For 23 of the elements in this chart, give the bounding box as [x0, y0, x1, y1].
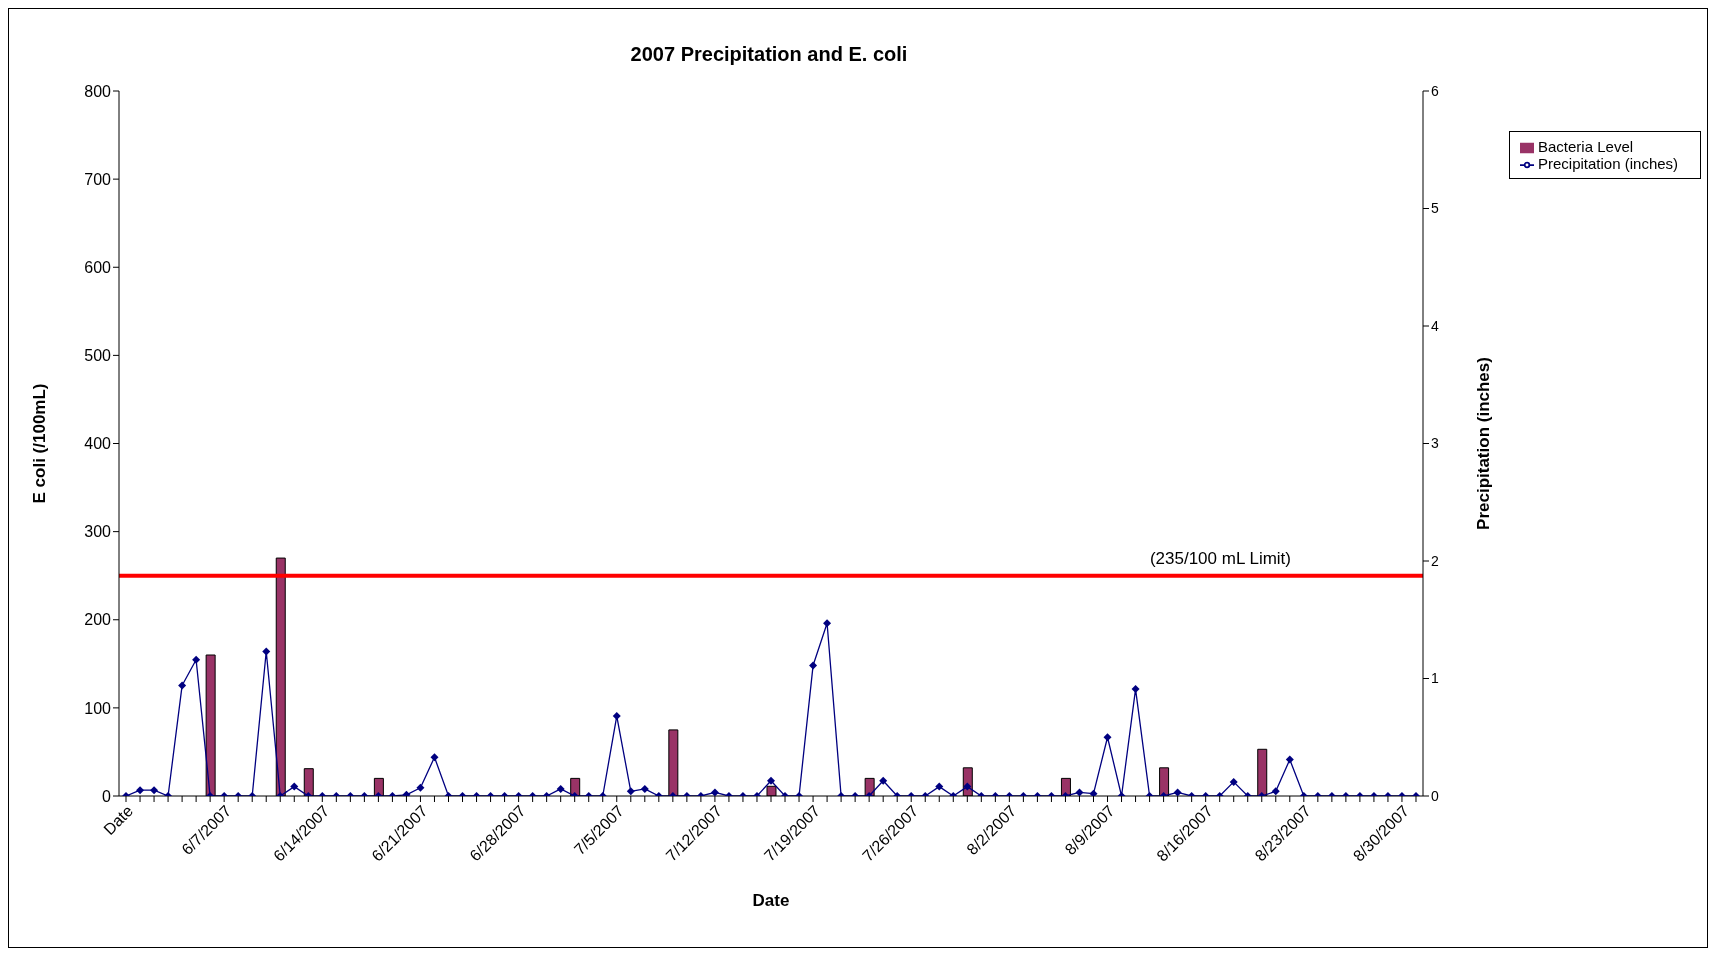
- y-tick-label: 100: [84, 699, 112, 717]
- y-tick-label: 700: [84, 170, 112, 188]
- y-tick-label: 0: [102, 787, 112, 805]
- legend-label: Bacteria Level: [1538, 138, 1634, 155]
- y2-tick-label: 3: [1431, 435, 1439, 452]
- y-tick-label: 500: [84, 347, 112, 365]
- y-tick-label: 600: [84, 258, 112, 276]
- ref-line-label: (235/100 mL Limit): [1149, 548, 1291, 568]
- y2-tick-label: 6: [1431, 82, 1439, 99]
- y-tick-label: 300: [84, 523, 112, 541]
- y2-axis-title: Precipitation (inches): [1474, 357, 1494, 530]
- x-axis-title: Date: [752, 891, 790, 910]
- chart-title: 2007 Precipitation and E. coli: [629, 42, 909, 66]
- y-tick-label: 800: [84, 82, 112, 100]
- y2-tick-label: 2: [1431, 552, 1439, 569]
- y-axis-title: E coli (/100mL): [30, 383, 50, 504]
- y2-tick-label: 1: [1431, 670, 1439, 687]
- y2-tick-label: 4: [1431, 317, 1439, 334]
- y-tick-label: 400: [84, 435, 112, 453]
- legend-label: Precipitation (inches): [1538, 155, 1679, 173]
- y2-tick-label: 5: [1431, 200, 1439, 217]
- y2-tick-label: 0: [1431, 787, 1439, 804]
- y-tick-label: 200: [84, 611, 112, 629]
